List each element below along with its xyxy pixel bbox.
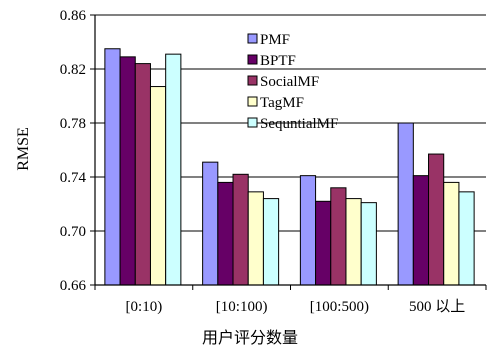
y-tick-labels: 0.66 0.70 0.74 0.78 0.82 0.86: [60, 8, 87, 294]
bar-sequntialmf-1: [262, 198, 280, 286]
bar-bptf-0: [119, 56, 136, 286]
bar-sequntialmf-3: [458, 191, 475, 286]
legend-label-tagmf: TagMF: [260, 95, 304, 111]
legend-swatch-pmf: [247, 33, 258, 44]
bar-bptf-2: [315, 200, 332, 286]
bar-sequntialmf-2: [360, 202, 377, 286]
bar-socialmf-3: [428, 153, 445, 286]
x-tick-label: 500 以上: [409, 298, 465, 315]
bar-bptf-1: [217, 181, 234, 286]
bar-pmf-1: [202, 161, 219, 286]
bar-tagmf-3: [443, 181, 460, 286]
y-tick-label: 0.66: [60, 278, 87, 294]
y-axis-title: RMSE: [15, 127, 32, 171]
legend-swatch-bptf: [247, 54, 258, 65]
y-tick-label: 0.86: [60, 8, 87, 24]
legend-swatch-sequntialmf: [247, 117, 258, 128]
bar-pmf-0: [104, 48, 121, 286]
bar-sequntialmf-0: [165, 53, 182, 286]
bar-tagmf-2: [345, 198, 362, 286]
x-tick-labels: [0:10) [10:100) [100:500) 500 以上: [126, 298, 466, 315]
bar-pmf-3: [397, 122, 414, 286]
bar-tagmf-1: [247, 191, 264, 286]
x-tick-label: [100:500): [310, 299, 369, 315]
x-axis-title: 用户评分数量: [202, 329, 298, 347]
bar-socialmf-1: [232, 173, 249, 286]
bar-tagmf-0: [149, 86, 167, 286]
x-tick-label: [0:10): [126, 299, 163, 315]
legend-swatch-tagmf: [247, 96, 258, 107]
axes: [90, 14, 487, 290]
legend-label-bptf: BPTF: [260, 53, 296, 69]
bar-socialmf-0: [134, 63, 151, 286]
legend-swatch-socialmf: [247, 75, 258, 86]
bar-bptf-3: [412, 175, 430, 286]
y-tick-label: 0.70: [60, 224, 86, 240]
legend-label-sequntialmf: SequntialMF: [260, 116, 338, 132]
bar-pmf-2: [299, 175, 317, 286]
legend-label-socialmf: SocialMF: [260, 74, 319, 90]
legend-label-pmf: PMF: [260, 32, 290, 48]
y-tick-label: 0.78: [60, 116, 86, 132]
y-tick-label: 0.82: [60, 62, 86, 78]
y-tick-label: 0.74: [60, 170, 87, 186]
bar-socialmf-2: [330, 187, 347, 286]
legend: PMF BPTF SocialMF TagMF SequntialMF: [247, 32, 338, 132]
x-tick-label: [10:100): [216, 299, 268, 315]
